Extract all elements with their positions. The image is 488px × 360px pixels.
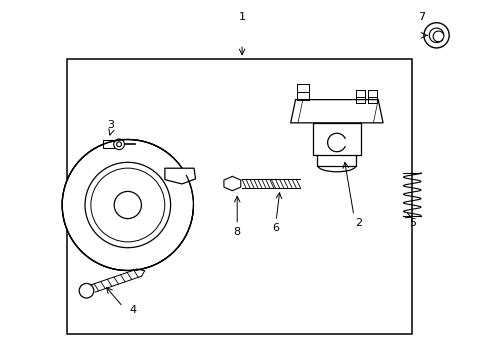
Ellipse shape bbox=[79, 283, 94, 298]
Text: 7: 7 bbox=[418, 13, 425, 22]
Ellipse shape bbox=[423, 23, 448, 48]
Ellipse shape bbox=[85, 162, 170, 248]
Text: 6: 6 bbox=[272, 223, 279, 233]
Text: 2: 2 bbox=[354, 218, 362, 228]
Bar bbox=[103, 140, 114, 148]
Polygon shape bbox=[290, 100, 382, 123]
Ellipse shape bbox=[114, 192, 141, 219]
Text: 8: 8 bbox=[233, 227, 240, 237]
Ellipse shape bbox=[114, 139, 124, 150]
Bar bbox=[312, 123, 361, 155]
Text: 4: 4 bbox=[129, 305, 136, 315]
Ellipse shape bbox=[428, 28, 443, 42]
Bar bbox=[67, 59, 411, 334]
Polygon shape bbox=[164, 168, 195, 184]
Ellipse shape bbox=[91, 168, 164, 242]
Ellipse shape bbox=[116, 142, 121, 147]
Text: 5: 5 bbox=[408, 218, 415, 228]
Text: 1: 1 bbox=[238, 13, 245, 22]
Text: 3: 3 bbox=[107, 120, 114, 130]
Ellipse shape bbox=[62, 139, 193, 270]
Polygon shape bbox=[224, 176, 240, 191]
